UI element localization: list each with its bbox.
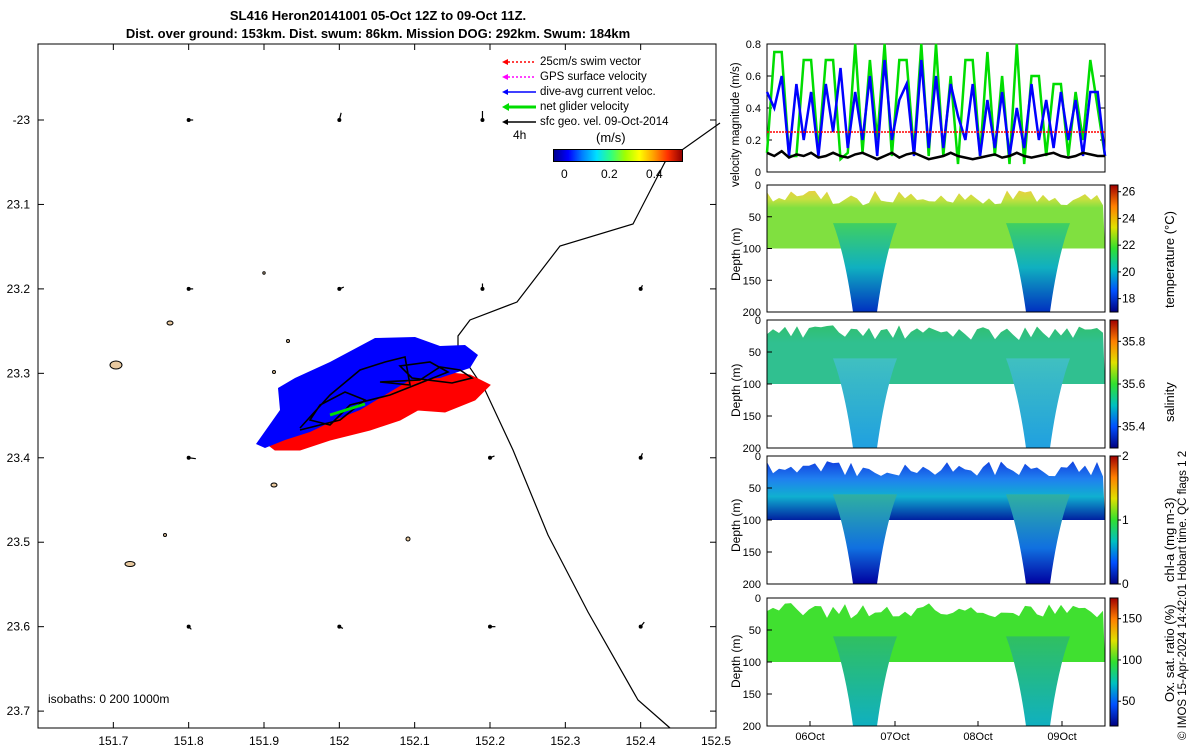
sal-ylabel: Depth (m) <box>729 363 743 417</box>
colorbar-tick: 0.4 <box>646 167 663 181</box>
chart-title-line-2: Dist. over ground: 153km. Dist. swum: 86… <box>125 26 631 41</box>
legend-label: GPS surface velocity <box>540 71 647 83</box>
map-x-tick-label: 152.4 <box>626 734 656 748</box>
legend-swatch <box>502 103 536 111</box>
map-y-tick-label: 23.2 <box>7 282 31 296</box>
legend-item: sfc geo. vel. 09-Oct-2014 <box>500 115 710 130</box>
reef <box>262 271 266 275</box>
legend-label: dive-avg current veloc. <box>540 86 656 98</box>
net-glider-velocity-vector <box>329 402 366 417</box>
sfc-vector-head <box>488 455 492 460</box>
map-y-tick-label: 23.7 <box>7 704 31 718</box>
oxy-clabel: Ox. sat. ratio (%) <box>1162 604 1177 702</box>
map-y-tick-label: 23.3 <box>7 366 31 380</box>
map-y-tick-label: 23.4 <box>7 451 31 465</box>
sfc-vector-head <box>186 624 191 629</box>
oxy-ylabel: Depth (m) <box>729 634 743 688</box>
glider-track <box>299 356 474 431</box>
map-y-axis: -23 23.1 23.2 23.3 23.4 23.5 23.6 23.7 <box>7 113 716 718</box>
map-x-axis: 151.7 151.8 151.9 152 152.1 152.2 152.3 152.4 15… <box>98 44 731 748</box>
sfc-vector-head <box>488 624 492 629</box>
map-x-tick-label: 151.8 <box>174 734 204 748</box>
reef <box>163 533 167 537</box>
sfc-vector-head <box>186 118 191 122</box>
colorbar-tick: 0.2 <box>601 167 618 181</box>
sfc-vector-head <box>638 624 643 629</box>
reef <box>166 320 174 326</box>
legend-item: GPS surface velocity <box>500 70 710 85</box>
map-x-tick-label: 152.2 <box>475 734 505 748</box>
isobath-label: isobaths: 0 200 1000m <box>48 692 169 706</box>
reef <box>124 561 136 567</box>
map-x-tick-label: 152.5 <box>701 734 731 748</box>
legend-swatch <box>502 89 536 95</box>
sal-clabel: salinity <box>1162 382 1177 422</box>
reef-outlines <box>109 271 411 567</box>
map-x-tick-label: 151.9 <box>249 734 279 748</box>
sfc-vector-head <box>337 118 342 122</box>
map-y-tick-label: 23.5 <box>7 535 31 549</box>
map-y-tick-label: 23.6 <box>7 620 31 634</box>
legend-swatch <box>502 74 536 80</box>
imos-credit: © IMOS 15-Apr-2024 14:42:01 Hobart time.… <box>1177 450 1189 740</box>
reef <box>272 370 276 374</box>
chla-clabel: chl-a (mg m-3) <box>1162 497 1177 582</box>
isobath-1000m <box>457 122 721 729</box>
sfc-vector-head <box>186 455 191 460</box>
temp-clabel: temperature (°C) <box>1162 211 1177 308</box>
colorbar-unit-label: (m/s) <box>596 130 626 145</box>
legend-item: net glider velocity <box>500 100 710 115</box>
legend-swatch <box>502 59 536 65</box>
sfc-vector-head <box>337 286 342 291</box>
reef <box>270 482 278 488</box>
chla-ylabel: Depth (m) <box>729 498 743 552</box>
legend-label: 25cm/s swim vector <box>540 56 641 68</box>
legend-item: dive-avg current veloc. <box>500 85 710 100</box>
map-x-tick-label: 152 <box>329 734 349 748</box>
reef <box>286 339 290 343</box>
map-y-tick-label: 23.1 <box>7 197 31 211</box>
reef <box>109 360 123 370</box>
sfc-vector-head <box>337 624 342 629</box>
map-y-tick-label: -23 <box>13 113 31 127</box>
map-x-tick-label: 152.3 <box>550 734 580 748</box>
map-legend: 25cm/s swim vector GPS surface velocity … <box>500 55 710 130</box>
reef <box>405 536 411 542</box>
temp-ylabel: Depth (m) <box>729 227 743 281</box>
colorbar-tick: 0 <box>561 167 568 181</box>
legend-label: sfc geo. vel. 09-Oct-2014 <box>540 116 669 128</box>
sfc-vector-head <box>638 286 643 291</box>
sfc-vector-head <box>638 455 643 460</box>
sfc-vector-head <box>480 286 485 291</box>
legend-swatch <box>502 119 536 125</box>
legend-item: 25cm/s swim vector <box>500 55 710 70</box>
velocity-ylabel: velocity magnitude (m/s) <box>730 62 742 187</box>
map-x-tick-label: 151.7 <box>98 734 128 748</box>
map-colorbar <box>553 149 683 162</box>
sfc-vector-head <box>186 286 191 291</box>
time-marker-label: 4h <box>513 128 527 142</box>
legend-label: net glider velocity <box>540 101 629 113</box>
sfc-vector-head <box>480 118 485 122</box>
sfc-geo-vectors <box>186 111 645 630</box>
map-x-tick-label: 152.1 <box>400 734 430 748</box>
chart-title-line-1: SL416 Heron20141001 05-Oct 12Z to 09-Oct… <box>229 8 527 23</box>
